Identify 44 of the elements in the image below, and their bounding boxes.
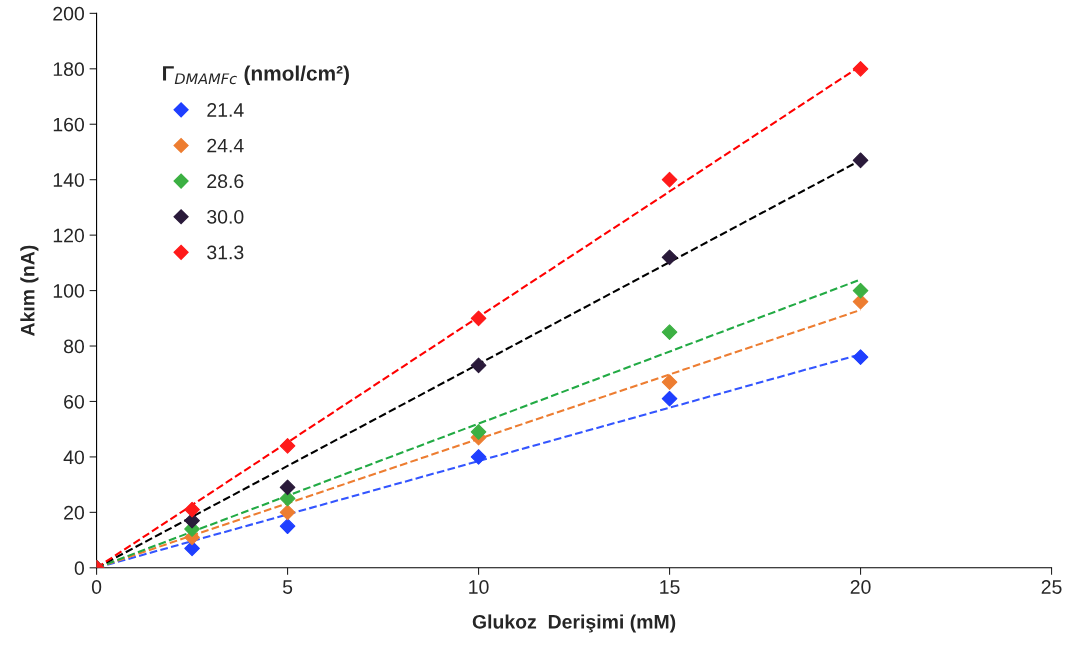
- point: [470, 310, 487, 327]
- x-tick-label: 0: [91, 580, 102, 594]
- legend-label: 31.3: [207, 245, 244, 260]
- point: [184, 501, 200, 518]
- y-tick-label: 140: [53, 173, 85, 187]
- point: [470, 424, 487, 440]
- x-tick-label: 25: [1041, 580, 1062, 594]
- y-axis-title: Akım (nA): [20, 245, 39, 337]
- y-tick-label: 40: [63, 450, 85, 465]
- y-tick-label: 60: [64, 394, 85, 409]
- legend-title: Γ$_{DMAMFc}$ (nmol/cm²): [163, 65, 349, 85]
- y-tick-label: 100: [53, 284, 85, 298]
- point: [279, 504, 296, 521]
- y-tick-label: 200: [53, 6, 85, 21]
- point: [852, 60, 869, 77]
- point: [184, 540, 200, 557]
- legend-label: 30.0: [207, 209, 244, 224]
- x-tick-label: 10: [469, 580, 489, 594]
- x-tick-label: 20: [850, 580, 871, 594]
- y-tick-label: 80: [63, 339, 85, 354]
- point: [279, 479, 296, 496]
- y-tick-label: 0: [74, 561, 84, 576]
- point: [661, 171, 678, 188]
- point: [852, 282, 869, 299]
- point: [661, 249, 678, 266]
- point: [470, 357, 487, 374]
- y-tick-label: 160: [53, 117, 85, 132]
- y-tick-label: 120: [53, 228, 85, 243]
- point: [852, 349, 869, 365]
- point: [279, 518, 296, 535]
- point: [661, 374, 678, 390]
- legend-label: 28.6: [207, 174, 244, 189]
- legend-label: 24.4: [207, 138, 244, 153]
- y-tick-label: 20: [64, 505, 85, 520]
- x-tick-label: 5: [282, 580, 293, 594]
- x-tick-label: 15: [660, 580, 680, 594]
- point: [852, 152, 869, 169]
- point: [661, 390, 678, 407]
- point: [279, 437, 296, 454]
- y-tick-label: 180: [53, 62, 85, 77]
- point: [661, 324, 678, 341]
- point: [470, 449, 487, 465]
- x-axis-title: Glukoz Derişimi (mM): [472, 614, 676, 633]
- legend-label: 21.4: [207, 103, 244, 117]
